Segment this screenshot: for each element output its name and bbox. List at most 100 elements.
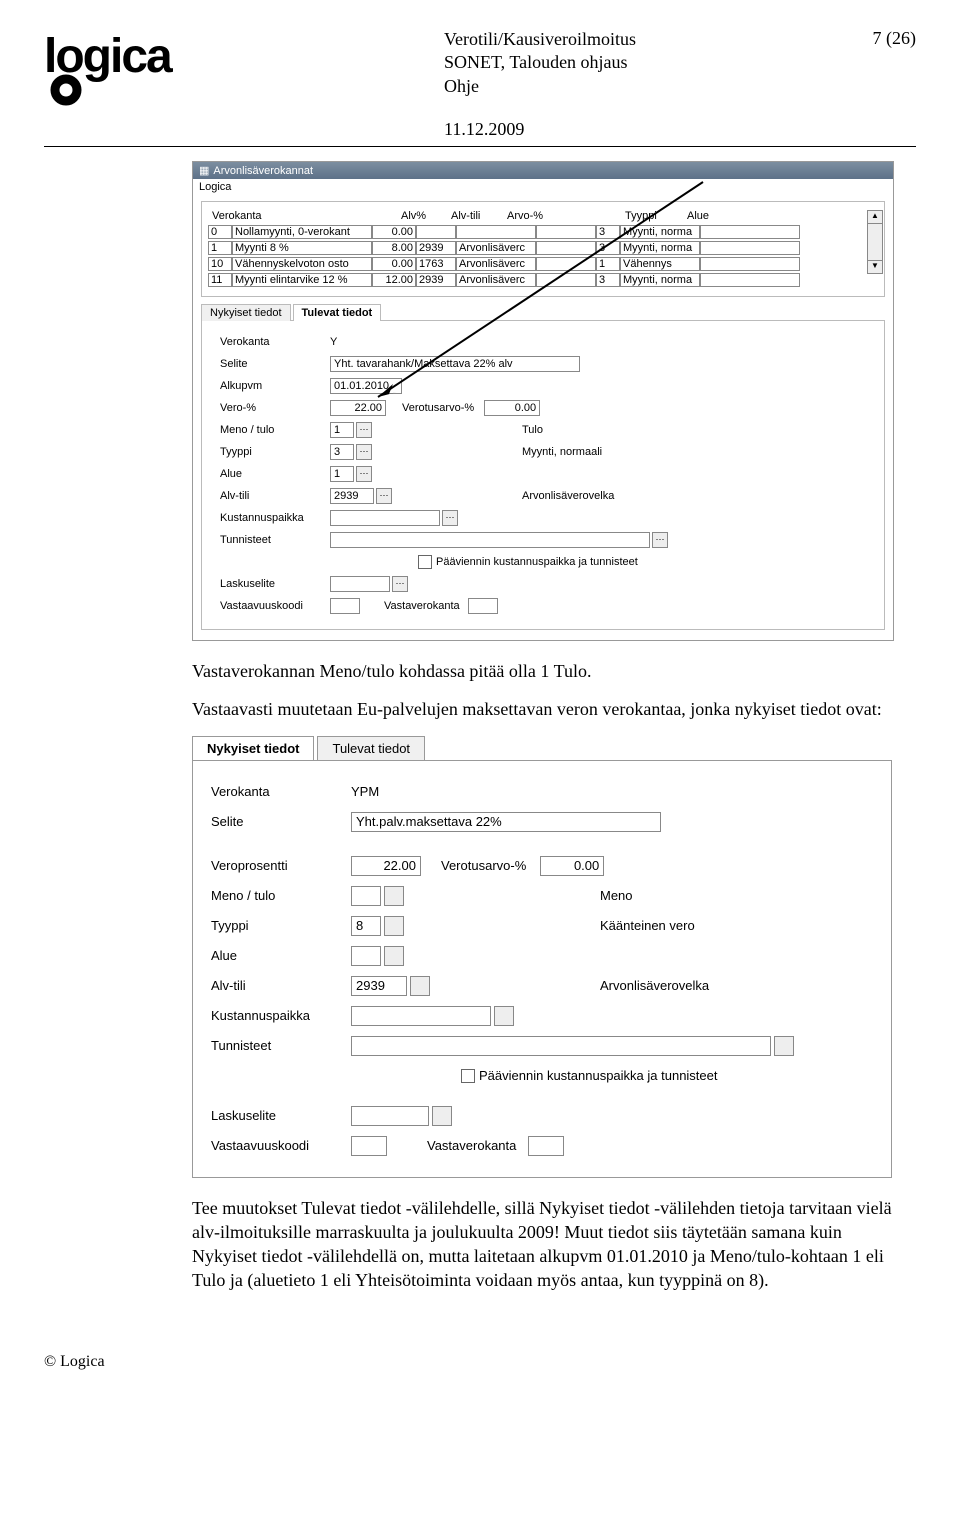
scroll-track[interactable] [868, 224, 882, 260]
tab-strip-2: Nykyiset tiedot Tulevat tiedot [192, 736, 892, 760]
tab2-nykyiset[interactable]: Nykyiset tiedot [192, 736, 314, 760]
picker2-laskuselite[interactable] [432, 1106, 452, 1126]
input-laskuselite[interactable] [330, 576, 390, 592]
label-kustannuspaikka: Kustannuspaikka [220, 512, 330, 524]
picker-alue[interactable]: ⋯ [356, 466, 372, 482]
input-kustannuspaikka[interactable] [330, 510, 440, 526]
picker2-tyyppi[interactable] [384, 916, 404, 936]
list-panel: Verokanta Alv% Alv-tili Arvo-% Tyyppi Al… [201, 201, 885, 297]
screenshot-arvonlisaverokannat: ▦ Arvonlisäverokannat Logica Verokanta A… [192, 161, 894, 641]
value2-verokanta: YPM [351, 784, 379, 799]
input-alvtili[interactable]: 2939 [330, 488, 374, 504]
input2-vastaverokanta[interactable] [528, 1136, 564, 1156]
input-vero[interactable]: 22.00 [330, 400, 386, 416]
picker2-alvtili[interactable] [410, 976, 430, 996]
label2-meno: Meno / tulo [211, 888, 351, 903]
list-scrollbar[interactable]: ▲ ▼ [867, 210, 883, 274]
label2-paaviennin: Pääviennin kustannuspaikka ja tunnisteet [479, 1068, 718, 1083]
doc-type: Ohje [444, 75, 853, 98]
col-arvo: Arvo-% [507, 210, 625, 222]
label2-alvtili: Alv-tili [211, 978, 351, 993]
display-tyyppi: Myynti, normaali [522, 446, 602, 458]
input2-vastaavuuskoodi[interactable] [351, 1136, 387, 1156]
label-alue: Alue [220, 468, 330, 480]
table-row[interactable]: 11Myynti elintarvike 12 %12.002939Arvonl… [208, 272, 878, 288]
display-meno: Tulo [522, 424, 543, 436]
picker-kustannuspaikka[interactable]: ⋯ [442, 510, 458, 526]
col-verokanta: Verokanta [212, 210, 256, 222]
table-row[interactable]: 1Myynti 8 %8.002939Arvonlisäverc3Myynti,… [208, 240, 878, 256]
paragraph-1: Vastaverokannan Meno/tulo kohdassa pitää… [192, 659, 902, 683]
label-alkupvm: Alkupvm [220, 380, 330, 392]
scroll-down-icon[interactable]: ▼ [868, 260, 882, 273]
input-selite[interactable]: Yht. tavarahank/Maksettava 22% alv [330, 356, 580, 372]
tab2-tulevat[interactable]: Tulevat tiedot [317, 736, 425, 760]
page-number: 7 (26) [853, 28, 917, 49]
label2-laskuselite: Laskuselite [211, 1108, 351, 1123]
logo: logica [44, 28, 224, 113]
label2-tyyppi: Tyyppi [211, 918, 351, 933]
label2-verokanta: Verokanta [211, 784, 351, 799]
label-vastaavuuskoodi: Vastaavuuskoodi [220, 600, 330, 612]
input2-meno[interactable] [351, 886, 381, 906]
window-title: Arvonlisäverokannat [213, 165, 313, 177]
col-alue: Alue [687, 210, 767, 222]
input-verotusarvo[interactable]: 0.00 [484, 400, 540, 416]
checkbox-paaviennin[interactable] [418, 555, 432, 569]
doc-title: Verotili/Kausiveroilmoitus [444, 28, 853, 51]
paragraph-3: Tee muutokset Tulevat tiedot -välilehdel… [192, 1196, 902, 1293]
input-tyyppi[interactable]: 3 [330, 444, 354, 460]
input-vastaavuuskoodi[interactable] [330, 598, 360, 614]
input-meno[interactable]: 1 [330, 422, 354, 438]
label2-selite: Selite [211, 814, 351, 829]
picker2-tunnisteet[interactable] [774, 1036, 794, 1056]
input2-tyyppi[interactable]: 8 [351, 916, 381, 936]
input2-laskuselite[interactable] [351, 1106, 429, 1126]
label-vero: Vero-% [220, 402, 330, 414]
screenshot-nykyiset-form: Nykyiset tiedot Tulevat tiedot Verokanta… [192, 736, 892, 1178]
input-alkupvm[interactable]: 01.01.2010 [330, 378, 402, 394]
header-titles: Verotili/Kausiveroilmoitus SONET, Taloud… [224, 28, 853, 98]
display-alvtili: Arvonlisäverovelka [522, 490, 614, 502]
form-panel-2: VerokantaYPM SeliteYht.palv.maksettava 2… [192, 760, 892, 1178]
col-alvtili: Alv-tili [451, 210, 507, 222]
picker2-meno[interactable] [384, 886, 404, 906]
input2-alvtili[interactable]: 2939 [351, 976, 407, 996]
tab-nykyiset[interactable]: Nykyiset tiedot [201, 304, 291, 321]
input2-alue[interactable] [351, 946, 381, 966]
input2-kustannuspaikka[interactable] [351, 1006, 491, 1026]
value-verokanta: Y [330, 336, 337, 348]
input2-vero[interactable]: 22.00 [351, 856, 421, 876]
label-paaviennin: Pääviennin kustannuspaikka ja tunnisteet [436, 556, 638, 568]
picker-tyyppi[interactable]: ⋯ [356, 444, 372, 460]
label2-tunnisteet: Tunnisteet [211, 1038, 351, 1053]
checkbox2-paaviennin[interactable] [461, 1069, 475, 1083]
input2-tunnisteet[interactable] [351, 1036, 771, 1056]
page-header: logica Verotili/Kausiveroilmoitus SONET,… [44, 28, 916, 113]
label-alvtili: Alv-tili [220, 490, 330, 502]
tab-strip: Nykyiset tiedot Tulevat tiedot [201, 303, 885, 321]
tab-tulevat[interactable]: Tulevat tiedot [293, 304, 382, 321]
picker-laskuselite[interactable]: ⋯ [392, 576, 408, 592]
picker-alvtili[interactable]: ⋯ [376, 488, 392, 504]
input2-selite[interactable]: Yht.palv.maksettava 22% [351, 812, 661, 832]
table-row[interactable]: 0Nollamyynti, 0-verokant0.003Myynti, nor… [208, 224, 878, 240]
picker-meno[interactable]: ⋯ [356, 422, 372, 438]
col-tyyppi: Tyyppi [625, 210, 687, 222]
paragraph-2: Vastaavasti muutetaan Eu-palvelujen maks… [192, 697, 902, 721]
label-vastaverokanta: Vastaverokanta [384, 600, 460, 612]
form-panel: VerokantaY SeliteYht. tavarahank/Maksett… [201, 321, 885, 630]
input-vastaverokanta[interactable] [468, 598, 498, 614]
label-selite: Selite [220, 358, 330, 370]
input2-verotusarvo[interactable]: 0.00 [540, 856, 604, 876]
input-alue[interactable]: 1 [330, 466, 354, 482]
input-tunnisteet[interactable] [330, 532, 650, 548]
scroll-up-icon[interactable]: ▲ [868, 211, 882, 224]
label2-vastaverokanta: Vastaverokanta [427, 1138, 516, 1153]
picker2-kustannuspaikka[interactable] [494, 1006, 514, 1026]
table-row[interactable]: 10Vähennyskelvoton osto0.001763Arvonlisä… [208, 256, 878, 272]
label-tyyppi: Tyyppi [220, 446, 330, 458]
picker2-alue[interactable] [384, 946, 404, 966]
label2-alue: Alue [211, 948, 351, 963]
picker-tunnisteet[interactable]: ⋯ [652, 532, 668, 548]
